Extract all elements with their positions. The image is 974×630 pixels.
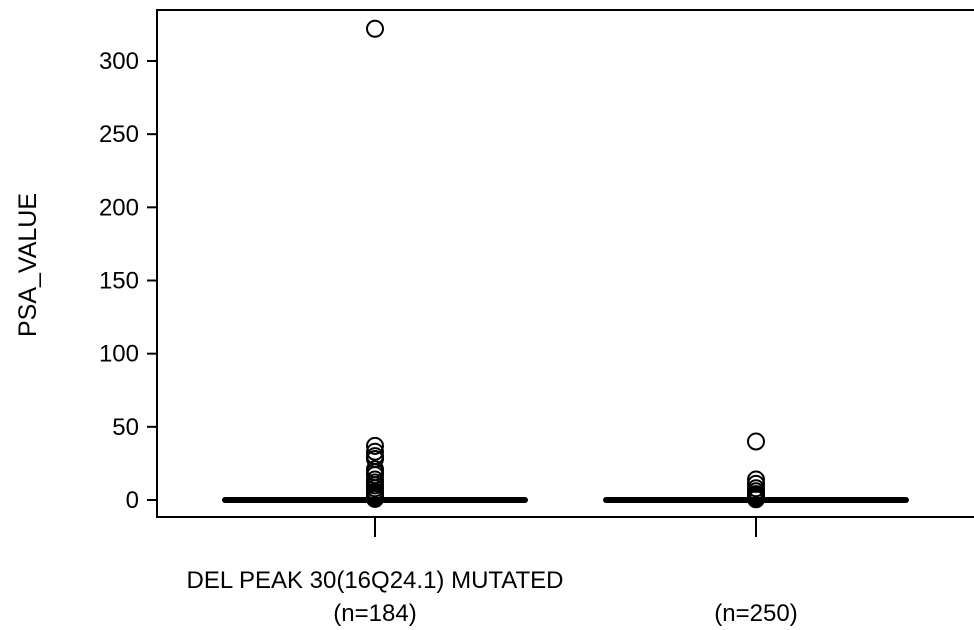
outlier-point-1-0 <box>747 432 765 451</box>
outlier-point-0-19 <box>366 489 384 508</box>
category-label-0: DEL PEAK 30(16Q24.1) MUTATED <box>186 567 563 594</box>
group-n-label-0: (n=184) <box>333 600 416 627</box>
y-tick-label-5: 250 <box>99 121 139 148</box>
y-tick-label-4: 200 <box>99 194 139 221</box>
axes: 0 50 100 150 200 250 300 <box>99 9 974 537</box>
box-group-0 <box>222 19 528 508</box>
y-tick-label-6: 300 <box>99 48 139 75</box>
outlier-point-0-2 <box>366 442 384 461</box>
y-axis-label: PSA_VALUE <box>14 193 42 337</box>
outlier-point-0-0 <box>366 19 384 38</box>
y-tick-label-1: 50 <box>112 414 139 441</box>
outlier-point-0-1 <box>366 436 384 455</box>
y-tick-label-3: 150 <box>99 268 139 295</box>
y-tick-label-2: 100 <box>99 341 139 368</box>
plot-data <box>222 19 909 509</box>
group-n-label-1: (n=250) <box>714 600 797 627</box>
outlier-point-1-10 <box>747 490 765 509</box>
y-tick-label-0: 0 <box>126 487 139 514</box>
plot-frame <box>156 9 974 518</box>
box-group-1 <box>603 432 909 509</box>
